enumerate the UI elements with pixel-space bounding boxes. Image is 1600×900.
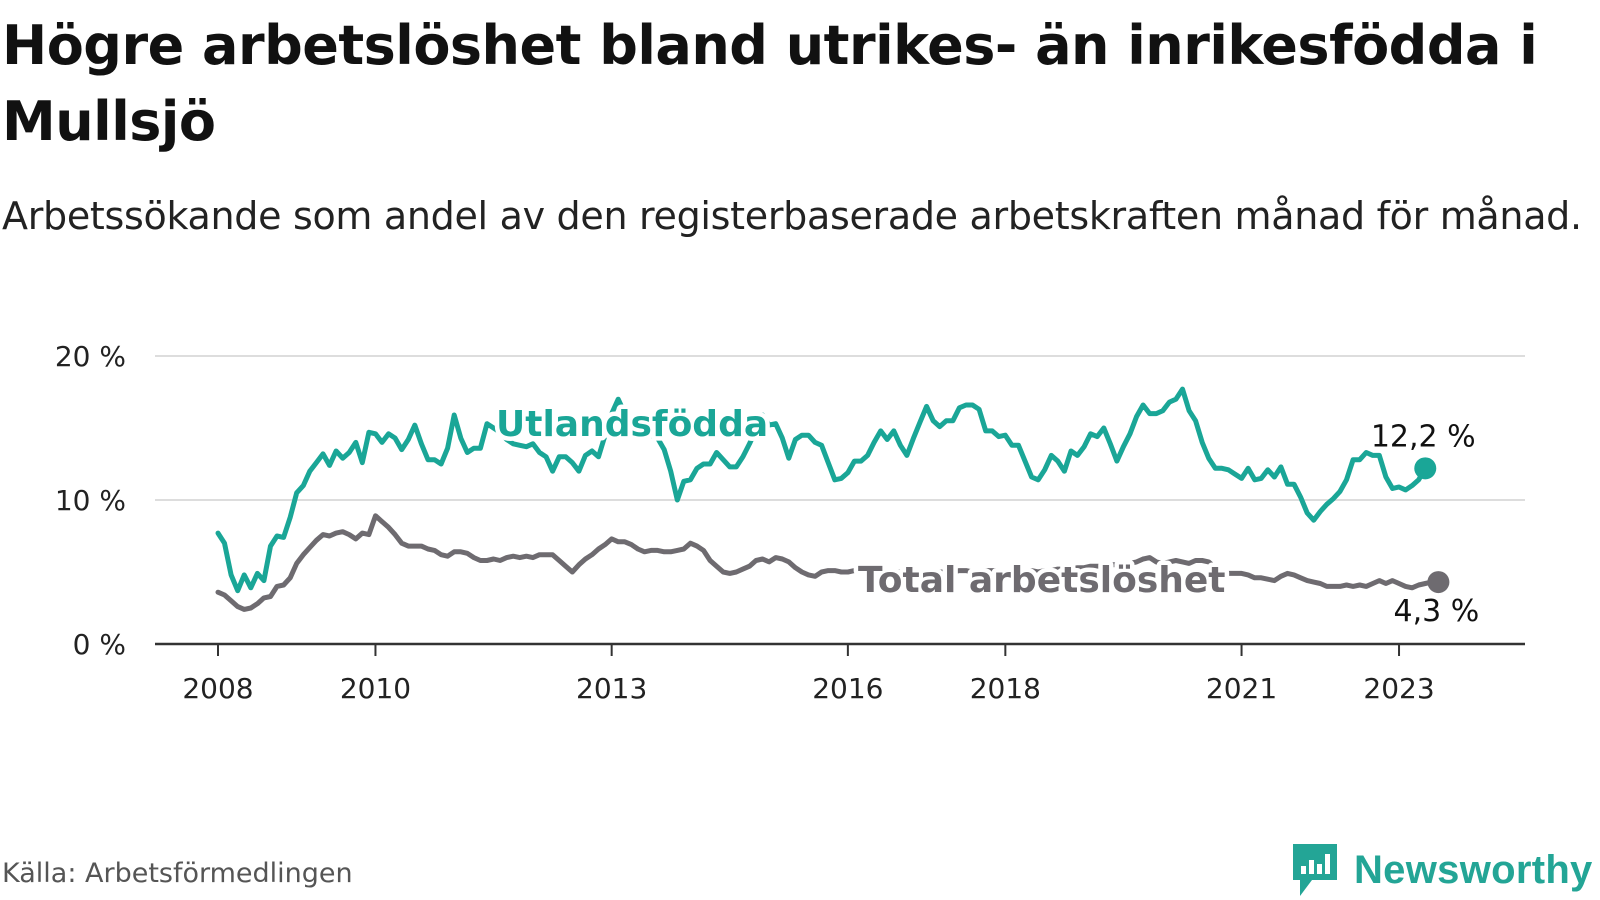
- series-line-utlandsfodda: [215, 386, 1428, 594]
- x-tick-label: 2018: [970, 672, 1041, 705]
- end-point-total-arbetsloshet: [1427, 571, 1450, 594]
- brand-name: Newsworthy: [1354, 847, 1593, 892]
- chart-subtitle: Arbetssökande som andel av den registerb…: [2, 194, 1582, 238]
- end-value-label-total-arbetsloshet: 4,3 %: [1394, 594, 1480, 629]
- brand-logo: Newsworthy: [1290, 842, 1593, 898]
- line-chart: 2008 2010 2013 2016 2018 2021 2023 0 % 10 % 20 %…: [55, 340, 1525, 705]
- y-tick-label: 10 %: [55, 484, 126, 517]
- chart-title: Högre arbetslöshet bland utrikes- än inr…: [2, 14, 1538, 153]
- end-point-utlandsfodda: [1414, 457, 1437, 480]
- series-label-utlandsfodda: Utlandsfödda: [496, 404, 768, 445]
- x-tick-label: 2010: [340, 672, 411, 705]
- series-label-total-arbetsloshet: Total arbetslöshet: [858, 560, 1226, 601]
- x-tick-layer: 2008 2010 2013 2016 2018 2021 2023: [182, 644, 1435, 705]
- x-tick-label: 2021: [1206, 672, 1277, 705]
- source-note: Källa: Arbetsförmedlingen: [2, 858, 353, 889]
- label-layer: Utlandsfödda Total arbetslöshet 12,2 % 4,3 …: [492, 400, 1483, 633]
- series-line-total-arbetsloshet: [215, 513, 1441, 612]
- x-tick-label: 2023: [1363, 672, 1434, 705]
- x-tick-label: 2013: [576, 672, 647, 705]
- x-tick-label: 2016: [812, 672, 883, 705]
- y-tick-label: 20 %: [55, 340, 126, 373]
- series-layer: [215, 386, 1450, 612]
- end-value-label-utlandsfodda: 12,2 %: [1371, 419, 1476, 454]
- newsworthy-icon: [1293, 844, 1337, 896]
- y-tick-label: 0 %: [73, 628, 126, 661]
- y-tick-layer: 0 % 10 % 20 %: [55, 340, 126, 661]
- x-tick-label: 2008: [182, 672, 253, 705]
- grid-layer: [155, 355, 1525, 646]
